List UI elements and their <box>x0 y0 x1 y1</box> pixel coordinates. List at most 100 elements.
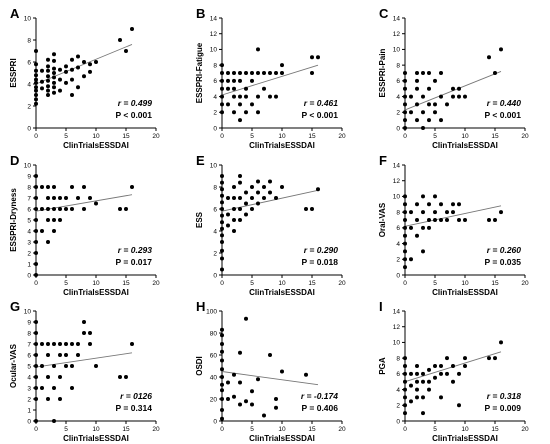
data-point <box>457 218 461 222</box>
data-point <box>40 386 44 390</box>
y-tick-label: 0 <box>396 125 400 132</box>
regression-line <box>221 189 319 212</box>
data-point <box>238 94 242 99</box>
data-point <box>220 342 224 346</box>
y-axis-title: Oral-VAS <box>378 202 387 237</box>
data-point <box>220 408 224 412</box>
data-point <box>34 229 38 233</box>
data-point <box>463 356 467 361</box>
panel-letter: G <box>10 299 20 314</box>
x-tick-label: 20 <box>521 280 529 287</box>
data-point <box>220 71 224 75</box>
y-axis-title: ESSPRI <box>9 58 18 87</box>
data-point <box>451 379 455 384</box>
x-tick-label: 5 <box>250 426 254 433</box>
data-point <box>262 71 266 75</box>
data-point <box>64 353 68 357</box>
data-point <box>220 388 224 393</box>
data-point <box>226 71 230 75</box>
data-point <box>457 403 461 408</box>
y-tick-label: 12 <box>393 178 401 185</box>
x-tick-label: 15 <box>308 133 316 140</box>
data-point <box>34 97 38 102</box>
data-point <box>238 350 242 355</box>
data-point <box>52 229 56 233</box>
data-point <box>256 94 260 99</box>
x-tick-label: 5 <box>433 426 437 433</box>
data-point <box>409 399 413 404</box>
y-tick-label: 0 <box>27 272 31 279</box>
x-tick-label: 10 <box>92 426 100 433</box>
data-point <box>82 185 86 189</box>
data-point <box>451 210 455 215</box>
data-point <box>403 241 407 246</box>
data-point <box>421 194 425 199</box>
data-point <box>34 364 38 368</box>
data-point <box>457 202 461 207</box>
data-point <box>76 196 80 200</box>
regression-line <box>404 205 502 227</box>
y-tick-label: 10 <box>393 340 401 347</box>
data-point <box>409 94 413 99</box>
data-point <box>40 185 44 189</box>
x-axis-title: ClinTrialsESSDAI <box>63 141 129 150</box>
y-tick-label: 3 <box>27 239 31 246</box>
data-point <box>268 94 272 99</box>
data-point <box>34 240 38 244</box>
data-point <box>220 256 224 261</box>
y-tick-label: 8 <box>27 330 31 337</box>
data-point <box>220 349 224 354</box>
data-point <box>439 218 443 222</box>
data-point <box>64 80 68 85</box>
y-tick-label: 4 <box>213 94 217 101</box>
data-point <box>256 179 260 184</box>
data-point <box>226 86 230 91</box>
data-point <box>82 60 86 64</box>
data-point <box>118 375 122 379</box>
data-point <box>94 60 98 64</box>
data-point <box>58 375 62 379</box>
y-tick-label: 7 <box>27 195 31 202</box>
data-point <box>310 55 314 60</box>
data-point <box>46 74 50 79</box>
data-point <box>46 207 50 211</box>
y-tick-label: 2 <box>27 250 31 257</box>
x-tick-label: 0 <box>403 133 407 140</box>
data-point <box>70 67 74 72</box>
data-point <box>244 110 248 115</box>
y-tick-label: 0 <box>396 418 400 425</box>
data-point <box>415 118 419 123</box>
y-tick-label: 12 <box>393 324 401 331</box>
data-point <box>445 356 449 361</box>
data-point <box>274 196 278 200</box>
data-point <box>34 375 38 379</box>
data-point <box>499 340 503 345</box>
data-point <box>238 207 242 211</box>
data-point <box>52 75 56 80</box>
data-point <box>46 88 50 93</box>
p-value: P = 0.017 <box>116 257 153 267</box>
data-point <box>34 331 38 335</box>
data-point <box>52 80 56 85</box>
data-point <box>46 218 50 222</box>
data-point <box>70 93 74 97</box>
data-point <box>250 185 254 189</box>
data-point <box>52 419 56 423</box>
data-point <box>232 110 236 115</box>
data-point <box>238 218 242 222</box>
data-point <box>34 397 38 401</box>
data-point <box>220 63 224 68</box>
data-point <box>58 342 62 346</box>
data-point <box>238 402 242 407</box>
x-tick-label: 10 <box>461 280 469 287</box>
r-value: r = 0.318 <box>487 391 522 401</box>
data-point <box>256 201 260 206</box>
data-point <box>244 316 248 321</box>
data-point <box>250 71 254 75</box>
data-point <box>274 94 278 99</box>
data-point <box>40 79 44 84</box>
panel-letter: E <box>196 153 205 168</box>
data-point <box>415 233 419 238</box>
data-point <box>415 102 419 107</box>
data-point <box>403 411 407 416</box>
